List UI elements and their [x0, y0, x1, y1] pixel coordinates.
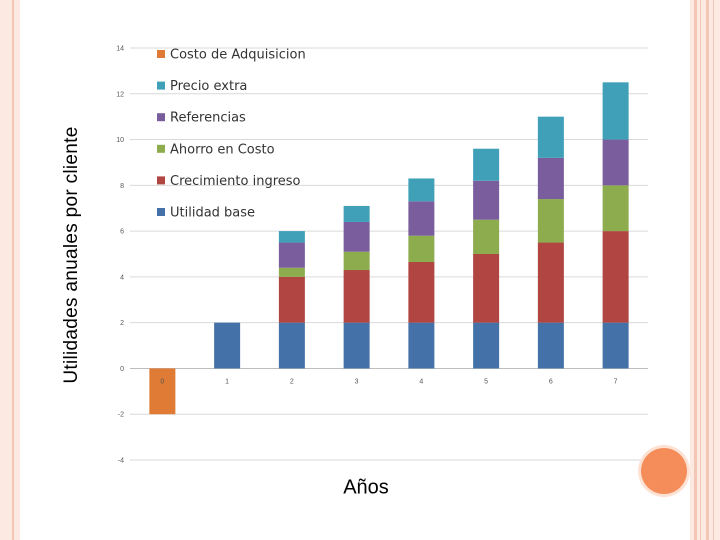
legend-swatch: [157, 176, 165, 185]
bar-segment: [278, 276, 305, 323]
bar-segment: [408, 235, 435, 263]
legend-swatch: [157, 208, 165, 216]
bar-segment: [343, 270, 370, 323]
decorative-orange-circle: [641, 448, 687, 494]
y-tick-label: 8: [120, 183, 124, 190]
legend-label: Referencias: [170, 111, 246, 126]
x-axis-label: Años: [343, 476, 389, 499]
bar-segment: [343, 251, 370, 271]
right-decorative-border: [690, 0, 720, 540]
legend-label: Precio extra: [170, 79, 247, 94]
left-decorative-border: [0, 0, 20, 540]
bar-segment: [602, 139, 629, 186]
x-tick-label: 0: [160, 378, 164, 385]
x-tick-label: 7: [614, 378, 618, 385]
bar-segment: [343, 221, 370, 252]
y-tick-label: 6: [120, 229, 124, 236]
bar-segment: [602, 82, 629, 140]
bar-segment: [602, 185, 629, 232]
x-tick-label: 3: [355, 378, 359, 385]
y-tick-label: 4: [120, 274, 124, 281]
bar-segment: [149, 368, 176, 415]
bar-segment: [473, 148, 500, 181]
y-tick-label: -4: [118, 458, 124, 465]
bar-segment: [278, 231, 305, 243]
bar-segment: [408, 322, 435, 369]
bar-segment: [602, 231, 629, 323]
bar-segment: [408, 178, 435, 202]
legend-label: Ahorro en Costo: [170, 142, 275, 157]
bar-segment: [537, 116, 564, 158]
bar-layer: [149, 82, 629, 415]
y-tick-label: 12: [116, 91, 124, 98]
x-tick-label: 1: [225, 378, 229, 385]
legend-swatch: [157, 50, 165, 58]
bar-segment: [408, 262, 435, 323]
bar-segment: [473, 322, 500, 369]
legend: Costo de Adquisicion Precio extra Referenc…: [157, 48, 306, 221]
bar-segment: [602, 322, 629, 369]
legend-label: Costo de Adquisicion: [170, 48, 306, 63]
y-tick-label: 0: [120, 366, 124, 373]
bar-segment: [343, 205, 370, 222]
x-tick-label: 2: [290, 378, 294, 385]
x-tick-label: 6: [549, 378, 553, 385]
bar-segment: [278, 322, 305, 369]
y-axis-label: Utilidades anuales por cliente: [61, 126, 82, 384]
bar-segment: [408, 201, 435, 236]
bar-segment: [473, 180, 500, 220]
bar-segment: [473, 254, 500, 323]
x-tick-label: 4: [419, 378, 423, 385]
y-tick-label: 10: [116, 137, 124, 144]
x-tick-label: 5: [484, 378, 488, 385]
bar-segment: [214, 322, 241, 369]
bar-segment: [537, 157, 564, 200]
bar-segment: [343, 322, 370, 369]
legend-label: Crecimiento ingreso: [170, 174, 301, 189]
y-tick-label: 14: [116, 46, 124, 53]
bar-segment: [278, 242, 305, 268]
legend-label: Utilidad base: [170, 206, 255, 221]
bar-segment: [537, 242, 564, 323]
y-tick-label: -2: [118, 412, 124, 419]
legend-swatch: [157, 113, 165, 122]
bar-segment: [537, 199, 564, 243]
bar-segment: [537, 322, 564, 369]
legend-swatch: [157, 144, 165, 153]
y-tick-label: 2: [120, 320, 124, 327]
legend-swatch: [157, 81, 165, 90]
bar-segment: [278, 267, 305, 277]
bar-segment: [473, 219, 500, 254]
